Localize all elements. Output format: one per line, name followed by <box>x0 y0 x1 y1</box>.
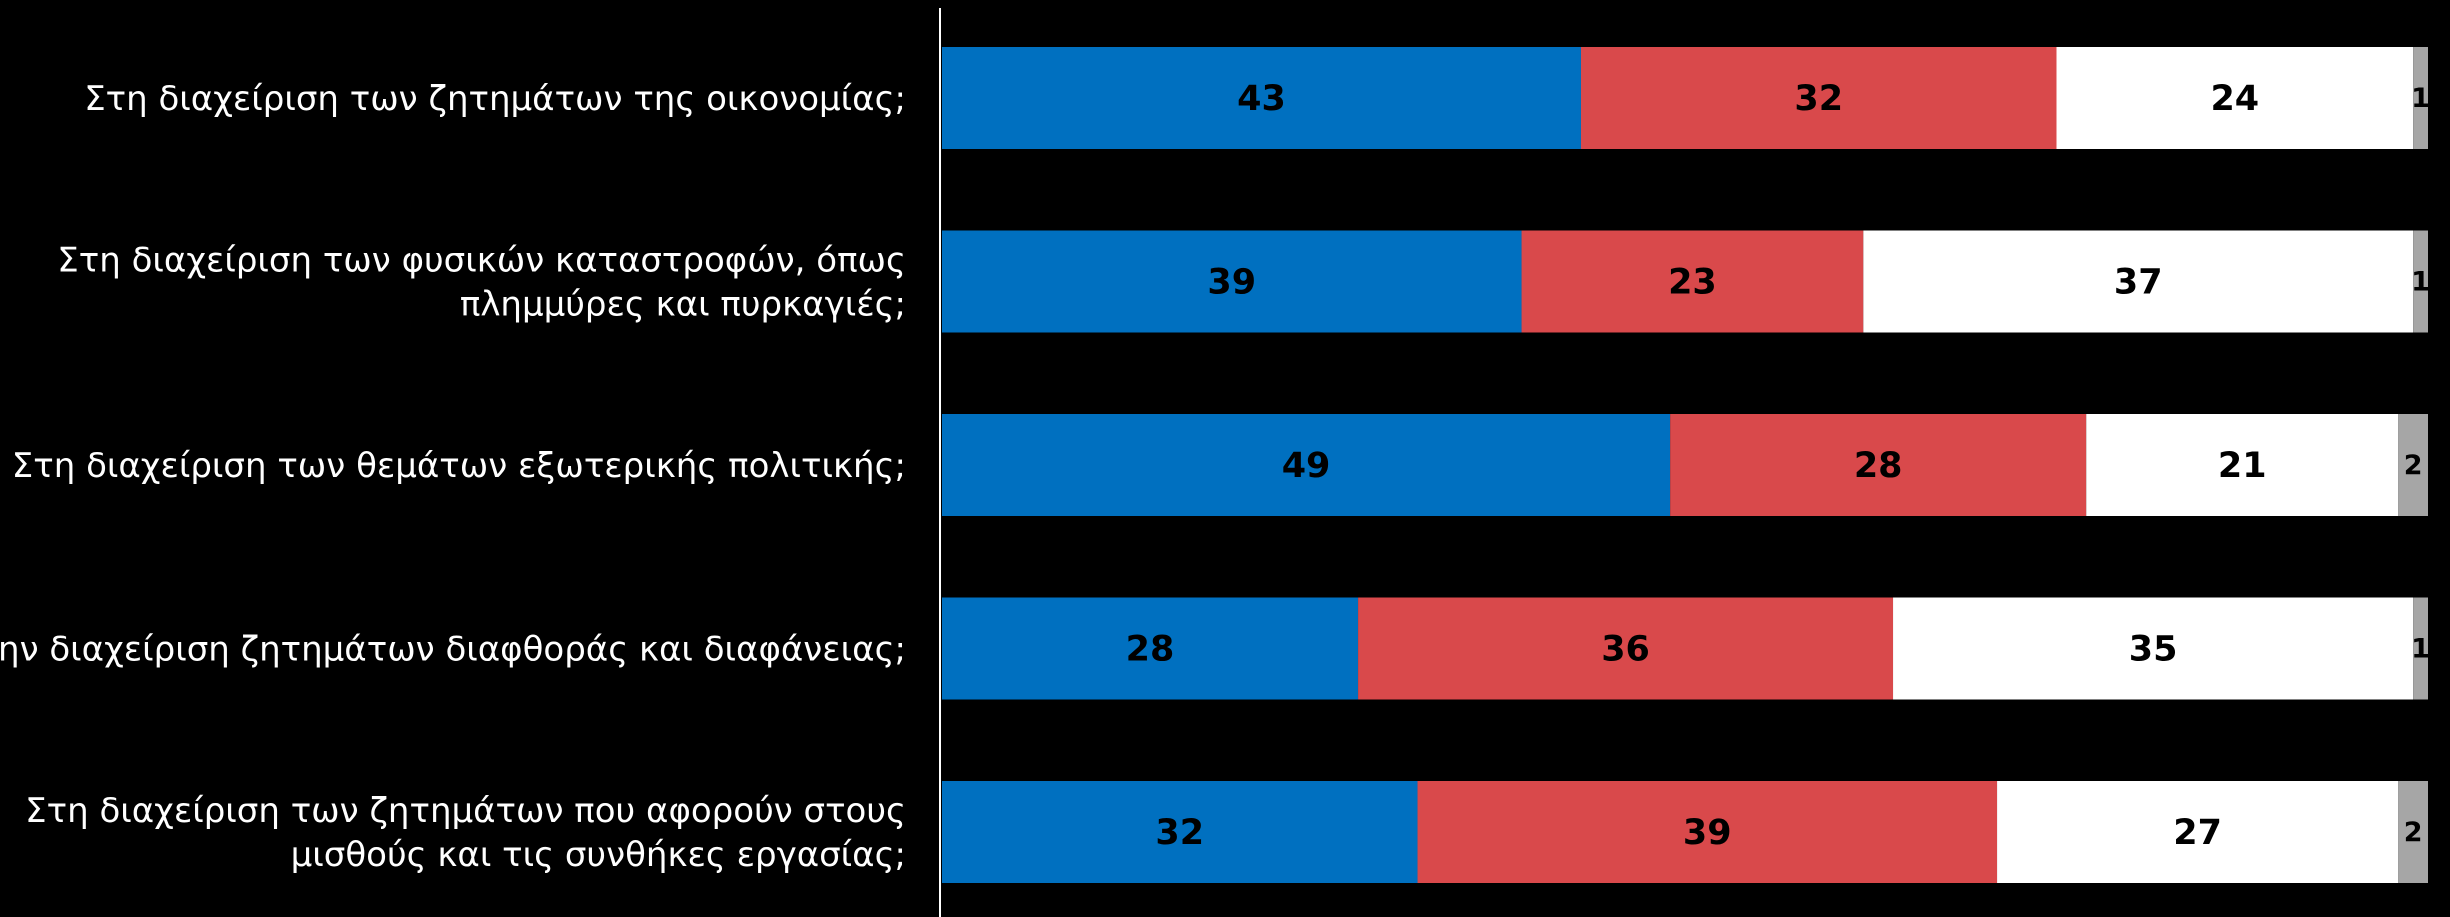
data-label: 32 <box>1794 79 1843 119</box>
bar-segment <box>1670 414 2087 516</box>
category-label: Στη διαχείριση των ζητημάτων που αφορούν… <box>25 791 906 875</box>
category-label-line: Στη διαχείριση των ζητημάτων που αφορούν… <box>25 791 906 831</box>
bar-segment <box>942 781 1418 883</box>
data-label: 1 <box>2411 83 2430 114</box>
data-label: 32 <box>1155 813 1204 853</box>
data-label: 28 <box>1854 446 1903 486</box>
category-labels: Στη διαχείριση των ζητημάτων της οικονομ… <box>0 79 906 875</box>
data-label: 24 <box>2210 79 2259 119</box>
data-label: 23 <box>1668 263 1717 303</box>
bar-segment <box>942 47 1581 149</box>
data-label: 39 <box>1207 263 1256 303</box>
data-label: 49 <box>1282 446 1331 486</box>
category-label: Στην διαχείριση ζητημάτων διαφθοράς και … <box>0 630 906 670</box>
bar-segment <box>1863 230 2414 333</box>
data-label: 37 <box>2114 263 2163 303</box>
bar-segment <box>1417 781 1998 883</box>
category-label-line: Στη διαχείριση των φυσικών καταστροφών, … <box>57 241 906 281</box>
data-label: 2 <box>2404 450 2423 481</box>
bar-segment <box>2398 781 2428 883</box>
bar-segment <box>942 414 1671 516</box>
bar-segment <box>2086 414 2399 516</box>
bar-segment <box>1893 597 2414 700</box>
data-label: 36 <box>1601 630 1650 670</box>
category-label-line: Στη διαχείριση των ζητημάτων της οικονομ… <box>84 79 906 119</box>
data-label: 28 <box>1126 630 1175 670</box>
category-label: Στη διαχείριση των θεμάτων εξωτερικής πο… <box>12 446 906 486</box>
bar-segment <box>2398 414 2428 516</box>
category-label: Στη διαχείριση των φυσικών καταστροφών, … <box>57 241 906 325</box>
bar-segment <box>1580 47 2057 149</box>
data-label: 2 <box>2404 817 2423 848</box>
data-label: 35 <box>2129 630 2178 670</box>
bar-segment <box>2056 47 2414 149</box>
bar-segment <box>942 597 1359 700</box>
value-labels: 43 32 24 1 39 23 37 1 49 28 21 2 28 36 35 1 32 39 27 2 <box>1126 79 2430 853</box>
bar-segment <box>1997 781 2399 883</box>
bar-segment <box>2413 47 2428 149</box>
bars <box>942 47 2428 883</box>
data-label: 21 <box>2218 446 2267 486</box>
bar-segment <box>2413 597 2428 700</box>
category-label: Στη διαχείριση των ζητημάτων της οικονομ… <box>84 79 906 119</box>
bar-segment <box>1358 597 1894 700</box>
bar-segment <box>1521 230 1864 333</box>
data-label: 1 <box>2411 267 2430 298</box>
data-label: 39 <box>1683 813 1732 853</box>
category-label-line: Στην διαχείριση ζητημάτων διαφθοράς και … <box>0 630 906 670</box>
data-label: 43 <box>1237 79 1286 119</box>
data-label: 27 <box>2173 813 2222 853</box>
data-label: 1 <box>2411 634 2430 665</box>
bar-segment <box>2413 230 2428 333</box>
category-label-line: Στη διαχείριση των θεμάτων εξωτερικής πο… <box>12 446 906 486</box>
category-label-line: πλημμύρες και πυρκαγιές; <box>460 285 906 325</box>
category-label-line: μισθούς και τις συνθήκες εργασίας; <box>291 835 906 875</box>
bar-segment <box>942 230 1522 333</box>
